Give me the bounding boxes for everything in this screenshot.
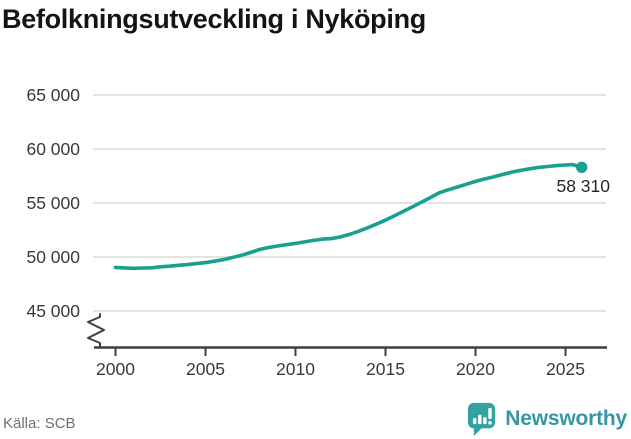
x-tick-label: 2025	[546, 359, 585, 379]
y-tick-label: 60 000	[26, 139, 80, 159]
newsworthy-logo: Newsworthy	[466, 402, 627, 436]
y-tick-label: 45 000	[26, 301, 80, 321]
x-tick-label: 2000	[96, 359, 135, 379]
chart-title: Befolkningsutveckling i Nyköping	[2, 4, 426, 34]
newsworthy-wordmark: Newsworthy	[505, 407, 627, 430]
end-value-label: 58 310	[556, 176, 610, 196]
x-tick-label: 2015	[366, 359, 405, 379]
y-tick-label: 55 000	[26, 193, 80, 213]
population-line	[113, 162, 584, 271]
y-axis-labels: 65 000 60 000 55 000 50 000 45 000	[26, 85, 80, 321]
icon-bars	[473, 407, 492, 425]
source-label: Källa: SCB	[3, 415, 76, 432]
last-point-marker	[576, 161, 588, 173]
x-axis-labels: 2000 2005 2010 2015 2020 2025	[96, 359, 585, 379]
x-tick-label: 2005	[186, 359, 225, 379]
y-tick-label: 65 000	[26, 85, 80, 105]
newsworthy-bar-chart-bubble-icon	[468, 402, 496, 436]
y-axis-break-icon	[87, 313, 105, 348]
x-tick-label: 2020	[456, 359, 495, 379]
x-tick-label: 2010	[276, 359, 315, 379]
gridlines	[93, 94, 606, 312]
y-tick-label: 50 000	[26, 247, 80, 267]
x-axis	[94, 346, 607, 356]
